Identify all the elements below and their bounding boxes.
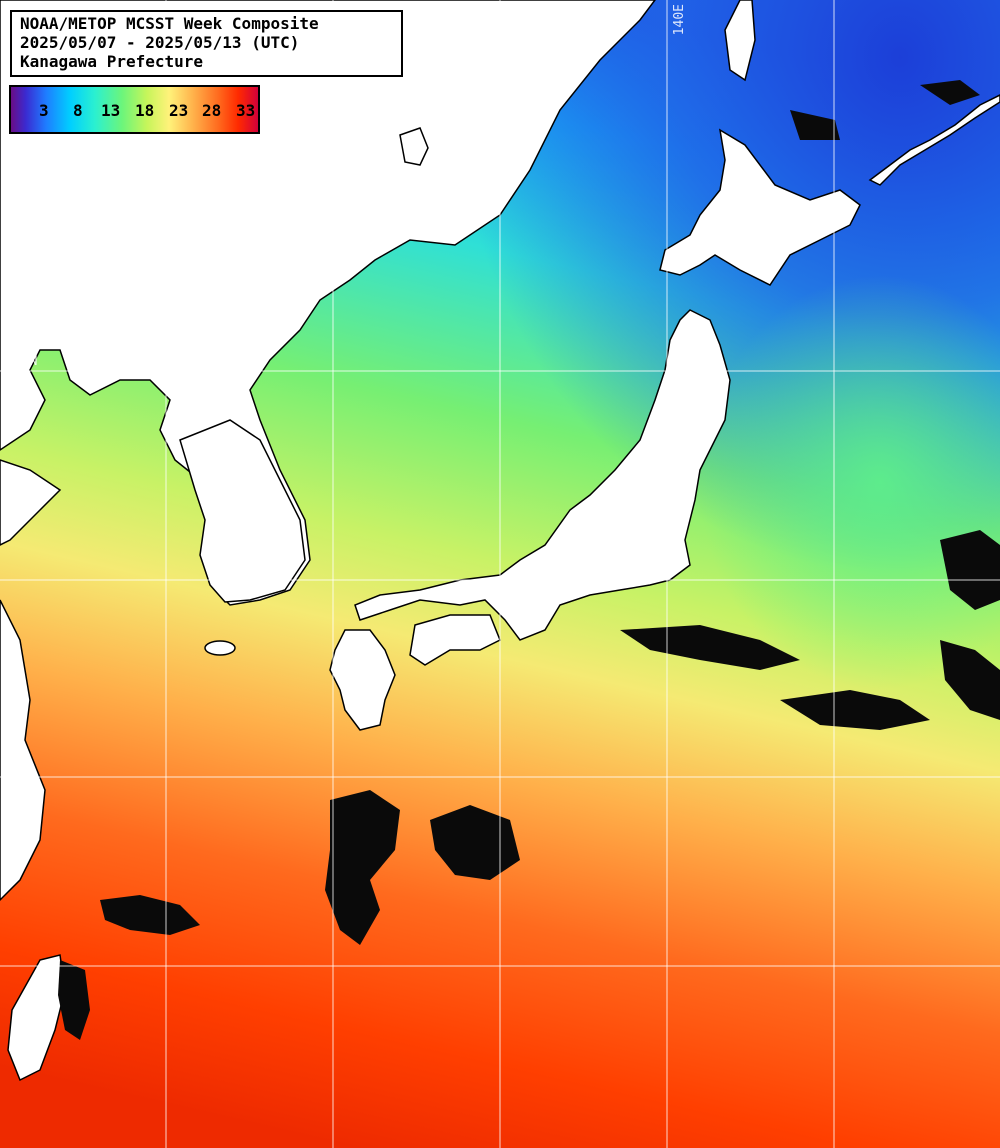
small-island-north [399,127,429,166]
longitude-label: 140E [672,4,687,36]
legend-tick-33: 33 [236,101,256,120]
legend-tick-28: 28 [202,101,222,120]
legend-tick-13: 13 [101,101,121,120]
title-line-3: Kanagawa Prefecture [20,52,204,71]
shikoku [409,614,501,666]
sakhalin [724,0,756,82]
hokkaido [659,128,861,286]
mainland-asia [0,0,656,606]
title-line-1: NOAA/METOP MCSST Week Composite [20,14,319,33]
legend-tick-8: 8 [73,101,83,120]
cloud-mask [58,80,1000,1040]
legend-tick-3: 3 [39,101,49,120]
kuril-islands [868,94,1000,186]
temperature-legend: 3 8 13 18 23 28 33 [9,85,260,134]
title-line-2: 2025/05/07 - 2025/05/13 (UTC) [20,33,300,52]
kyushu [329,629,396,731]
legend-tick-23: 23 [169,101,189,120]
korea-peninsula [179,419,306,603]
title-box: NOAA/METOP MCSST Week Composite 2025/05/… [10,10,403,77]
honshu [354,309,731,641]
land-masses [0,0,1000,1082]
china-coast [0,459,62,546]
latitude-label: 30N [14,354,38,369]
jeju-island [204,640,236,656]
legend-tick-18: 18 [135,101,155,120]
china-south-coast [0,599,46,902]
